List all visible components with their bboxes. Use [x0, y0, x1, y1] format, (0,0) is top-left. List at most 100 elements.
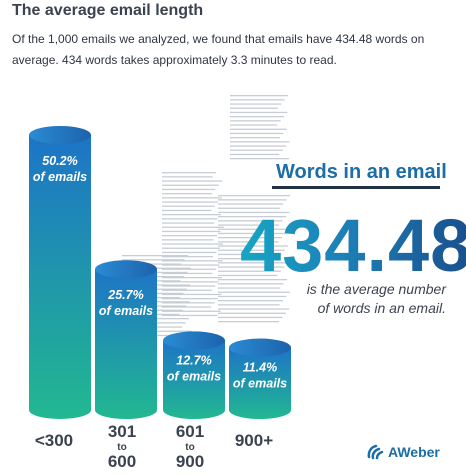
text-line-texture	[230, 132, 284, 135]
text-line-texture	[218, 279, 287, 281]
text-line-texture	[218, 283, 284, 285]
text-line-texture	[218, 220, 283, 222]
text-line-texture	[162, 289, 212, 291]
text-line-texture	[122, 259, 185, 261]
text-line-texture	[218, 203, 284, 205]
text-line-texture	[218, 274, 278, 277]
text-line-texture	[230, 107, 278, 109]
bar-value-label: of emails	[33, 170, 87, 184]
text-line-texture	[218, 245, 289, 247]
bar-top	[29, 126, 91, 144]
text-line-texture	[162, 298, 218, 300]
bar-value-label: 12.7%	[176, 353, 211, 367]
text-line-texture	[162, 268, 216, 270]
text-line-texture	[162, 256, 213, 258]
text-line-texture	[162, 314, 218, 317]
text-line-texture	[162, 310, 221, 312]
text-line-texture	[218, 287, 281, 289]
label-underline	[272, 186, 440, 189]
text-line-texture	[230, 99, 285, 101]
category-label: to	[117, 442, 126, 453]
text-line-texture	[122, 255, 188, 257]
category-label: to	[185, 442, 194, 453]
text-line-texture	[230, 95, 288, 97]
text-line-texture	[162, 209, 212, 212]
text-line-texture	[218, 300, 283, 302]
category-label: 601	[176, 422, 204, 441]
text-line-texture	[230, 153, 280, 156]
text-line-texture	[218, 270, 281, 272]
text-line-texture	[218, 232, 286, 235]
text-line-texture	[162, 193, 212, 195]
text-line-texture	[218, 207, 280, 209]
text-line-texture	[230, 128, 287, 130]
text-line-texture	[162, 180, 223, 182]
text-line-texture	[162, 306, 212, 308]
text-line-texture	[162, 247, 220, 249]
text-line-texture	[162, 277, 222, 279]
average-caption: is the average number of words in an ema…	[306, 281, 446, 316]
category-label: <300	[35, 431, 73, 450]
text-line-texture	[218, 312, 286, 314]
text-line-texture	[162, 293, 222, 296]
text-line-texture	[218, 216, 286, 218]
text-line-texture	[162, 260, 223, 262]
bar-top	[95, 260, 157, 279]
text-line-texture	[218, 308, 290, 310]
category-label: 900	[176, 452, 204, 471]
category-label: 900+	[235, 431, 273, 450]
intro-text: Of the 1,000 emails we analyzed, we foun…	[12, 32, 425, 67]
text-line-texture	[230, 120, 281, 122]
text-line-texture	[230, 124, 278, 126]
text-line-texture	[162, 230, 221, 233]
bar-value-label: 25.7%	[107, 288, 143, 302]
text-line-texture	[230, 137, 280, 139]
text-line-texture	[162, 281, 219, 283]
text-line-texture	[218, 295, 287, 298]
text-line-texture	[218, 249, 285, 251]
text-line-texture	[230, 111, 288, 114]
text-line-texture	[162, 172, 216, 174]
aweber-logo: AWeber	[367, 444, 440, 460]
text-line-texture	[162, 222, 215, 224]
text-line-texture	[162, 214, 221, 216]
category-label: 600	[108, 452, 136, 471]
text-line-texture	[162, 243, 224, 245]
text-line-texture	[218, 195, 290, 197]
bar-value-label: 50.2%	[42, 154, 77, 168]
bar-body	[229, 347, 291, 419]
text-line-texture	[218, 258, 278, 260]
text-line-texture	[122, 263, 182, 265]
text-line-texture	[230, 116, 284, 118]
text-line-texture	[230, 141, 290, 143]
text-line-texture	[162, 235, 217, 237]
text-line-texture	[218, 253, 282, 256]
text-line-texture	[230, 149, 283, 151]
text-line-texture	[218, 321, 279, 323]
text-line-texture	[162, 197, 222, 199]
text-line-texture	[230, 145, 287, 147]
text-line-texture	[218, 316, 283, 319]
text-line-texture	[162, 201, 219, 203]
page-title: The average email length	[12, 2, 204, 19]
bar-top	[229, 338, 291, 357]
text-line-texture	[218, 304, 280, 306]
bar-value-label: 11.4%	[243, 361, 278, 375]
text-line-texture	[218, 241, 279, 243]
text-line-texture	[218, 266, 285, 268]
text-line-texture	[162, 272, 213, 275]
text-line-texture	[162, 251, 217, 254]
text-line-texture	[218, 199, 287, 201]
text-line-texture	[230, 158, 289, 160]
text-line-texture	[162, 302, 215, 304]
text-line-texture	[230, 103, 282, 105]
text-line-texture	[162, 285, 216, 287]
text-line-texture	[218, 262, 288, 264]
text-line-texture	[218, 237, 282, 239]
text-line-texture	[162, 184, 219, 186]
bar-body	[163, 340, 225, 419]
words-label: Words in an email	[276, 161, 447, 183]
text-line-texture	[162, 226, 224, 228]
